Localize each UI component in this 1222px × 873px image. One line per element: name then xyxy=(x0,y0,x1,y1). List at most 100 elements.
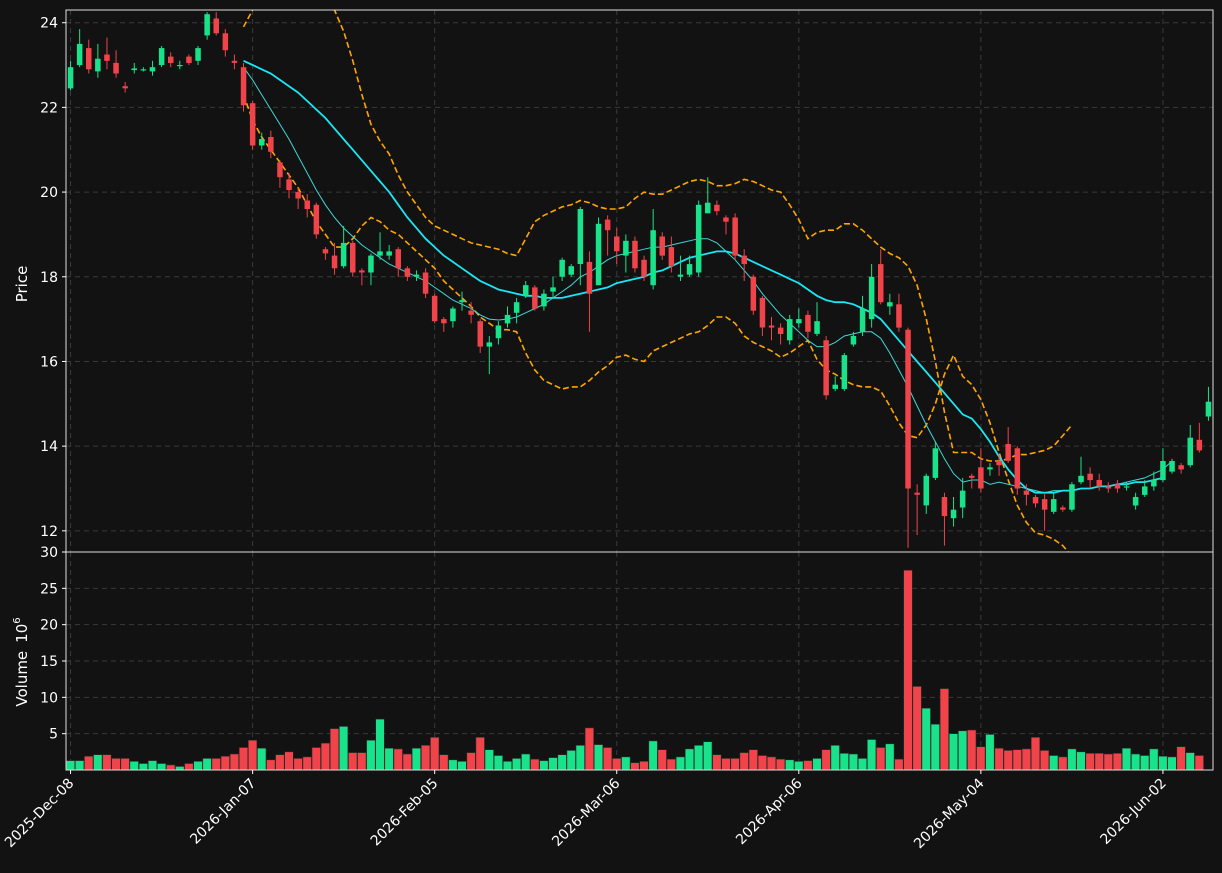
volume-bar xyxy=(866,739,877,771)
candle-body xyxy=(969,475,975,478)
volume-bar xyxy=(730,758,740,771)
volume-bar xyxy=(1094,752,1104,771)
price-tick-label: 22 xyxy=(40,100,58,116)
candle-body xyxy=(686,264,693,275)
candle-body xyxy=(814,321,820,334)
volume-bar xyxy=(375,718,385,771)
candle-body xyxy=(368,255,374,273)
volume-bar xyxy=(566,750,576,771)
candle-body xyxy=(377,251,383,256)
volume-bar xyxy=(193,760,203,771)
volume-bar xyxy=(967,729,977,771)
volume-bar xyxy=(402,753,412,771)
candle-body xyxy=(1160,461,1166,481)
volume-axis-label: Volume 106 xyxy=(12,617,31,706)
candle-body xyxy=(86,48,92,70)
candle-body xyxy=(541,293,547,307)
candle-body xyxy=(395,249,401,269)
volume-bar xyxy=(584,727,594,771)
candle-body xyxy=(431,295,438,322)
volume-bar xyxy=(466,752,476,771)
volume-bar xyxy=(484,749,494,771)
volume-bar xyxy=(202,758,212,771)
volume-bar xyxy=(1030,736,1041,771)
volume-bar xyxy=(147,760,158,771)
volume-bar xyxy=(593,744,604,771)
candle-body xyxy=(632,240,638,269)
volume-bar xyxy=(557,754,567,771)
volume-bar xyxy=(775,758,786,771)
volume-bar xyxy=(284,751,294,771)
candle-body xyxy=(1005,444,1011,461)
volume-bar xyxy=(985,734,995,771)
volume-bar xyxy=(430,736,440,771)
candle-body xyxy=(1032,497,1039,504)
candle-body xyxy=(805,314,811,332)
candle-body xyxy=(550,287,556,292)
candle-body xyxy=(978,467,984,489)
volume-bar xyxy=(1012,749,1022,771)
candle-body xyxy=(322,249,329,254)
volume-bar xyxy=(957,730,968,771)
candle-body xyxy=(523,285,529,296)
candle-body xyxy=(1178,465,1184,470)
candle-body xyxy=(741,255,747,265)
volume-bar xyxy=(757,755,767,771)
candle-body xyxy=(459,300,465,303)
volume-bar xyxy=(1167,756,1177,771)
volume-bar xyxy=(1194,755,1204,771)
volume-bar xyxy=(612,758,622,771)
candle-body xyxy=(759,297,766,328)
volume-bar xyxy=(602,747,613,771)
candle-body xyxy=(450,308,456,322)
candle-body xyxy=(441,319,447,324)
candle-body xyxy=(950,509,957,519)
candle-body xyxy=(777,327,784,334)
volume-bar xyxy=(511,758,522,771)
volume-tick-label: 20 xyxy=(40,618,58,634)
lower-band-line xyxy=(242,94,1070,552)
volume-bar xyxy=(648,740,658,771)
volume-bar xyxy=(1140,755,1150,771)
volume-bar xyxy=(84,755,94,771)
volume-bar xyxy=(384,747,394,771)
candle-body xyxy=(295,192,301,199)
volume-bar xyxy=(657,749,667,771)
candle-body xyxy=(905,329,911,489)
candle-body xyxy=(1069,484,1075,510)
volume-bar xyxy=(120,758,130,771)
candle-body xyxy=(504,314,511,324)
volume-bar xyxy=(976,746,986,771)
candlesticks xyxy=(67,12,1212,548)
volume-bar xyxy=(903,569,913,771)
volume-bar xyxy=(1121,747,1132,771)
candle-body xyxy=(1142,486,1148,495)
volume-bar xyxy=(894,758,904,771)
candle-body xyxy=(259,139,265,146)
volume-bar xyxy=(766,756,777,771)
candle-body xyxy=(878,264,884,303)
volume-bar xyxy=(539,760,549,771)
volume-unit-exponent: 6 xyxy=(12,617,23,623)
volume-bar xyxy=(493,755,504,771)
volume-bar xyxy=(703,741,713,771)
candle-body xyxy=(723,217,729,222)
volume-bar xyxy=(211,758,221,771)
candle-body xyxy=(1196,439,1203,451)
candle-body xyxy=(140,69,147,71)
price-tick-label: 16 xyxy=(40,354,58,370)
volume-axis-label-text: Volume xyxy=(13,651,31,707)
candle-body xyxy=(941,497,948,517)
candle-body xyxy=(604,219,611,231)
volume-tick-label: 25 xyxy=(40,581,58,597)
candle-body xyxy=(532,287,538,309)
volume-bar xyxy=(111,758,121,771)
volume-tick-label: 10 xyxy=(40,690,58,706)
volume-bar xyxy=(257,747,267,771)
candle-body xyxy=(1169,461,1175,472)
volume-bar xyxy=(785,759,795,771)
volume-bar xyxy=(357,752,367,771)
volume-bar xyxy=(1003,750,1013,771)
